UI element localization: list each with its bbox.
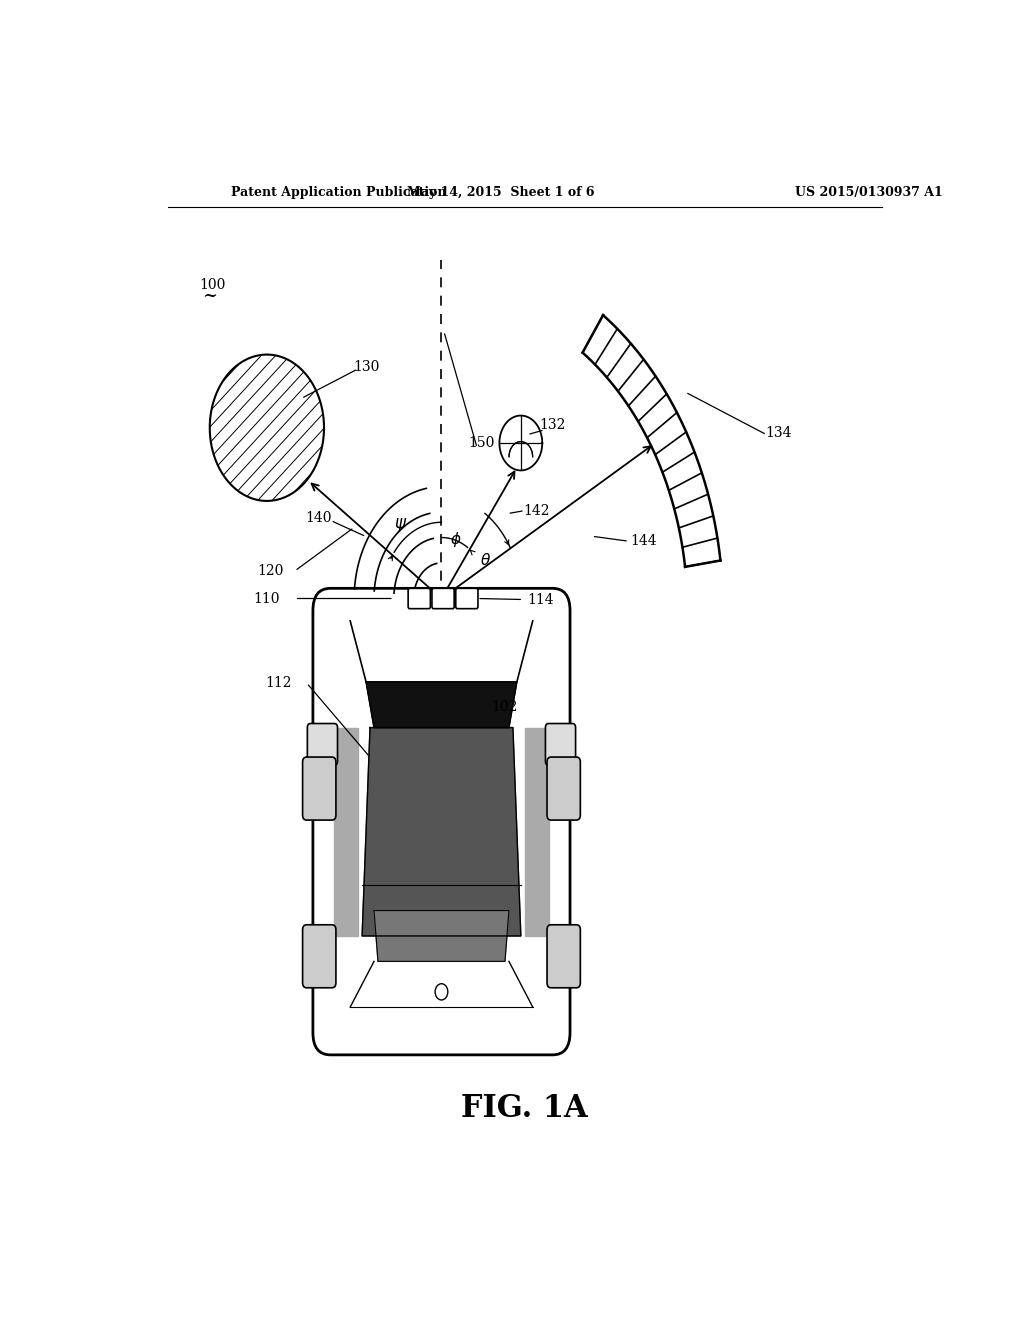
Polygon shape bbox=[374, 911, 509, 961]
Text: $\phi$: $\phi$ bbox=[450, 531, 462, 549]
FancyBboxPatch shape bbox=[303, 758, 336, 820]
Text: 102: 102 bbox=[492, 700, 518, 714]
Text: 110: 110 bbox=[254, 591, 281, 606]
Text: $\theta$: $\theta$ bbox=[479, 552, 490, 568]
Text: 134: 134 bbox=[766, 426, 792, 440]
Text: 120: 120 bbox=[258, 564, 284, 578]
Text: 142: 142 bbox=[523, 504, 550, 517]
Polygon shape bbox=[350, 620, 532, 682]
Text: ~: ~ bbox=[202, 286, 217, 305]
Polygon shape bbox=[334, 727, 358, 936]
Text: 132: 132 bbox=[540, 417, 566, 432]
Text: 140: 140 bbox=[305, 511, 332, 525]
Text: US 2015/0130937 A1: US 2015/0130937 A1 bbox=[795, 186, 942, 199]
FancyBboxPatch shape bbox=[303, 925, 336, 987]
Text: 130: 130 bbox=[353, 360, 379, 374]
Polygon shape bbox=[362, 727, 521, 936]
Text: 150: 150 bbox=[468, 436, 495, 450]
FancyBboxPatch shape bbox=[456, 589, 478, 609]
Text: 144: 144 bbox=[630, 535, 656, 548]
FancyBboxPatch shape bbox=[409, 589, 430, 609]
Text: 114: 114 bbox=[527, 593, 554, 606]
FancyBboxPatch shape bbox=[546, 723, 575, 766]
Text: May 14, 2015  Sheet 1 of 6: May 14, 2015 Sheet 1 of 6 bbox=[408, 186, 595, 199]
Text: Patent Application Publication: Patent Application Publication bbox=[231, 186, 446, 199]
FancyBboxPatch shape bbox=[547, 925, 581, 987]
Circle shape bbox=[435, 983, 447, 1001]
FancyBboxPatch shape bbox=[313, 589, 570, 1055]
Text: $\psi$: $\psi$ bbox=[393, 516, 407, 535]
Text: FIG. 1A: FIG. 1A bbox=[462, 1093, 588, 1125]
Text: 112: 112 bbox=[265, 676, 292, 690]
FancyBboxPatch shape bbox=[547, 758, 581, 820]
Polygon shape bbox=[524, 727, 549, 936]
Polygon shape bbox=[367, 682, 517, 727]
FancyBboxPatch shape bbox=[432, 589, 455, 609]
Text: 100: 100 bbox=[200, 279, 226, 293]
FancyBboxPatch shape bbox=[307, 723, 338, 766]
